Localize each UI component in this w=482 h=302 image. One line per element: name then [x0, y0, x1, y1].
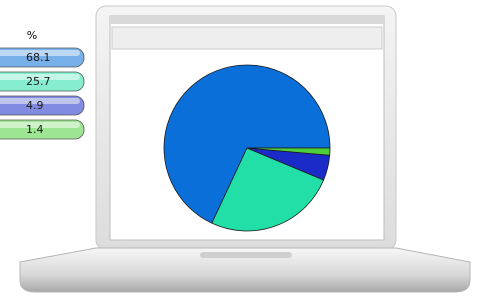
- chart: % 68.1 25.7 4.9 1.4: [0, 0, 482, 298]
- hinge: [200, 252, 292, 258]
- menu-bar: [110, 16, 384, 24]
- value-header: %: [27, 29, 37, 42]
- toolbar: [112, 27, 382, 49]
- page: {"chart_data": {"type": "pie", "value_he…: [0, 0, 482, 298]
- value-label: 4.9: [26, 99, 44, 112]
- value-label: 68.1: [26, 51, 51, 64]
- value-label: 1.4: [26, 123, 44, 136]
- value-label: 25.7: [26, 75, 51, 88]
